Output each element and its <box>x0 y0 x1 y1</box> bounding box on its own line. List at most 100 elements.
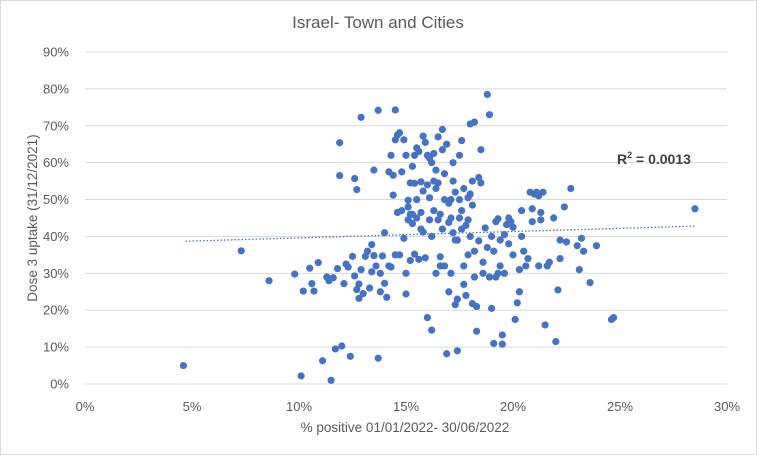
data-point <box>378 252 387 260</box>
data-point <box>449 177 457 185</box>
data-point <box>440 262 449 270</box>
data-point <box>417 178 425 186</box>
y-tick-label: 30% <box>43 266 69 281</box>
data-point <box>511 315 519 324</box>
data-point <box>370 166 378 174</box>
y-axis-title: Dose 3 uptake (31/12/2021) <box>25 134 40 301</box>
data-point <box>353 185 361 194</box>
x-tick-label: 5% <box>183 399 202 414</box>
data-point <box>410 250 419 258</box>
data-point <box>436 253 444 261</box>
x-tick-label: 30% <box>714 399 740 414</box>
data-point <box>515 288 524 296</box>
data-point <box>376 288 384 296</box>
data-point <box>447 214 455 222</box>
data-point <box>368 240 376 249</box>
data-point <box>413 214 421 222</box>
data-point <box>479 258 487 266</box>
x-tick-label: 0% <box>76 399 95 414</box>
data-point <box>528 205 536 213</box>
data-point <box>291 270 299 278</box>
data-point <box>374 354 382 362</box>
data-point <box>470 118 479 126</box>
data-point <box>483 90 491 99</box>
data-point <box>389 191 397 199</box>
y-tick-label: 60% <box>43 155 69 170</box>
data-point <box>297 372 305 380</box>
data-point <box>370 252 378 260</box>
data-point <box>400 136 408 144</box>
y-tick-label: 50% <box>43 192 69 207</box>
data-point <box>490 339 498 348</box>
data-point <box>408 162 417 170</box>
data-point <box>425 194 434 202</box>
data-point <box>355 280 363 288</box>
data-point <box>327 376 335 384</box>
data-point <box>464 216 472 224</box>
data-point <box>344 263 352 271</box>
data-point <box>432 166 440 174</box>
data-point <box>419 228 427 236</box>
data-point <box>455 195 464 204</box>
data-point <box>179 361 188 370</box>
data-point <box>376 269 384 277</box>
data-point <box>329 274 337 282</box>
y-tick-label: 20% <box>43 303 69 318</box>
data-point <box>372 262 380 270</box>
data-point <box>421 254 429 262</box>
data-point <box>462 291 470 300</box>
data-point <box>338 342 346 350</box>
data-point <box>440 170 449 178</box>
data-points <box>179 90 699 384</box>
data-point <box>430 207 438 215</box>
data-point <box>520 247 528 255</box>
data-point <box>473 302 481 311</box>
data-point <box>391 106 399 114</box>
data-point <box>353 285 361 294</box>
data-point <box>408 219 417 228</box>
data-point <box>477 179 485 187</box>
data-point <box>545 258 553 266</box>
data-point <box>428 232 436 241</box>
data-point <box>470 273 479 281</box>
y-tick-label: 80% <box>43 81 69 96</box>
data-point <box>447 195 455 204</box>
data-point <box>451 301 459 309</box>
data-point <box>447 269 455 277</box>
data-point <box>496 236 504 244</box>
data-point <box>357 266 365 274</box>
data-point <box>515 266 524 274</box>
data-point <box>485 111 494 119</box>
data-point <box>417 208 425 217</box>
gridlines <box>85 51 727 385</box>
data-point <box>423 181 431 189</box>
data-point <box>580 247 588 255</box>
data-point <box>445 288 453 296</box>
data-point <box>434 133 442 141</box>
data-point <box>509 251 517 259</box>
data-point <box>494 269 502 277</box>
x-tick-label: 15% <box>393 399 419 414</box>
data-point <box>310 287 318 295</box>
data-point <box>419 132 427 140</box>
data-point <box>535 262 543 270</box>
data-point <box>346 352 354 360</box>
data-point <box>466 232 474 241</box>
data-point <box>691 205 699 213</box>
data-point <box>496 262 504 270</box>
data-point <box>428 326 436 334</box>
data-point <box>468 201 476 209</box>
data-point <box>507 218 515 226</box>
data-point <box>455 214 464 222</box>
x-axis-title: % positive 01/01/2022- 30/06/2022 <box>301 420 510 435</box>
data-point <box>381 279 389 287</box>
data-point <box>387 151 395 159</box>
data-point <box>451 188 459 196</box>
data-point <box>475 173 483 182</box>
data-point <box>475 237 483 245</box>
data-point <box>299 287 307 295</box>
data-point <box>500 231 509 239</box>
data-point <box>539 188 547 196</box>
data-point <box>348 252 357 260</box>
data-point <box>434 179 442 187</box>
